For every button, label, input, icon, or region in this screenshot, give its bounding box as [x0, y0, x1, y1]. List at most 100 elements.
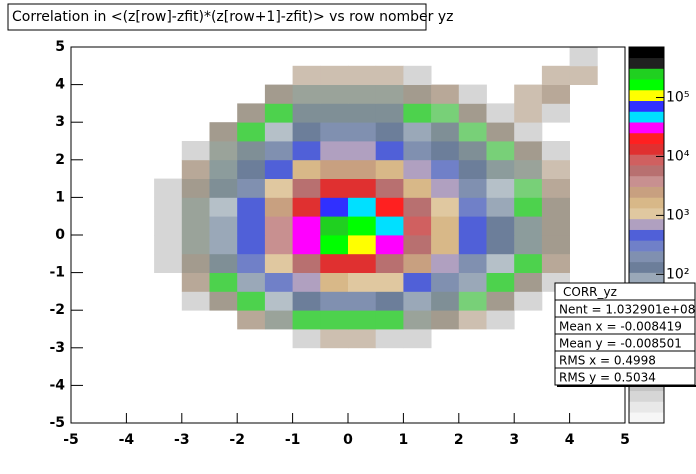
heat-cell	[320, 84, 349, 104]
heat-cell	[320, 159, 349, 179]
heat-cell	[237, 310, 266, 330]
stats-value: -0.008419	[620, 319, 682, 333]
heat-cell	[486, 178, 515, 198]
heat-cell	[154, 253, 183, 273]
heat-cell	[375, 197, 404, 217]
stats-name: Nent	[559, 302, 588, 316]
heat-cell	[541, 103, 570, 123]
heat-cell	[431, 159, 460, 179]
heat-cell	[486, 235, 515, 255]
heat-cell	[181, 159, 210, 179]
x-tick-label: 1	[399, 432, 409, 448]
heat-cell	[431, 122, 460, 142]
heat-cell	[209, 272, 238, 292]
heat-cell	[514, 272, 543, 292]
heat-cell	[403, 216, 432, 236]
heat-cell	[458, 310, 487, 330]
heat-cell	[320, 65, 349, 85]
x-tick-label: -5	[63, 432, 79, 448]
stats-name: Mean y	[559, 336, 603, 350]
heat-cell	[209, 141, 238, 161]
heat-cell	[320, 216, 349, 236]
heat-cell	[181, 178, 210, 198]
stats-eq: =	[603, 336, 621, 350]
stats-eq: =	[588, 302, 606, 316]
heat-cell	[514, 103, 543, 123]
heat-cell	[348, 329, 377, 349]
palette-swatch	[629, 79, 664, 91]
heat-cell	[209, 216, 238, 236]
heat-cell	[209, 159, 238, 179]
heat-cell	[486, 272, 515, 292]
heat-cell	[292, 84, 321, 104]
heat-cell	[348, 122, 377, 142]
palette-swatch	[629, 208, 664, 220]
heat-cell	[264, 178, 293, 198]
heat-cell	[486, 122, 515, 142]
palette-swatch	[629, 390, 664, 402]
heat-cell	[486, 310, 515, 330]
heat-cell	[541, 235, 570, 255]
x-tick-label: 5	[620, 432, 630, 448]
heat-cell	[403, 197, 432, 217]
heat-cell	[209, 235, 238, 255]
heat-cell	[431, 253, 460, 273]
palette-swatch	[629, 122, 664, 134]
color-bar-frame	[628, 46, 665, 424]
heat-cell	[264, 103, 293, 123]
y-tick-label: 4	[55, 77, 65, 93]
heat-cell	[514, 235, 543, 255]
heat-cell	[292, 122, 321, 142]
heat-cell	[264, 122, 293, 142]
stats-value: 1.032901e+08	[605, 302, 695, 316]
y-tick-label: -5	[49, 415, 65, 431]
palette-swatch	[629, 186, 664, 198]
heat-cell	[403, 329, 432, 349]
y-tick-label: 5	[55, 39, 65, 55]
heat-cell	[569, 65, 598, 85]
heat-cell	[154, 178, 183, 198]
heat-cell	[486, 141, 515, 161]
heat-cell	[154, 216, 183, 236]
heat-cell	[237, 141, 266, 161]
heat-cell	[403, 272, 432, 292]
palette-swatch	[629, 412, 664, 424]
heat-cell	[264, 310, 293, 330]
palette-swatch	[629, 132, 664, 144]
heat-cell	[154, 197, 183, 217]
heat-cell	[514, 122, 543, 142]
palette-swatch	[629, 165, 664, 177]
heat-cell	[264, 159, 293, 179]
palette-swatch	[629, 111, 664, 123]
heat-cell	[292, 291, 321, 311]
heat-cell	[514, 216, 543, 236]
heat-cell	[541, 141, 570, 161]
heat-cell	[375, 122, 404, 142]
heat-cell	[292, 253, 321, 273]
heat-cell	[541, 159, 570, 179]
heat-cell	[375, 159, 404, 179]
heat-cell	[514, 197, 543, 217]
heat-cell	[375, 84, 404, 104]
heat-cell	[458, 272, 487, 292]
heat-cell	[403, 84, 432, 104]
y-tick-label: -1	[49, 265, 65, 281]
heat-cell	[154, 235, 183, 255]
heat-cell	[458, 84, 487, 104]
heat-cell	[292, 197, 321, 217]
heat-cell	[375, 103, 404, 123]
heat-cell	[375, 65, 404, 85]
heat-cell	[375, 178, 404, 198]
heat-cell	[403, 122, 432, 142]
heat-cell	[431, 272, 460, 292]
x-tick-label: 3	[509, 432, 519, 448]
palette-swatch	[629, 57, 664, 69]
heat-cell	[264, 272, 293, 292]
stats-entry: Mean x = -0.008419	[559, 319, 682, 333]
heat-cell	[320, 103, 349, 123]
heat-cell	[292, 141, 321, 161]
heat-cell	[181, 272, 210, 292]
